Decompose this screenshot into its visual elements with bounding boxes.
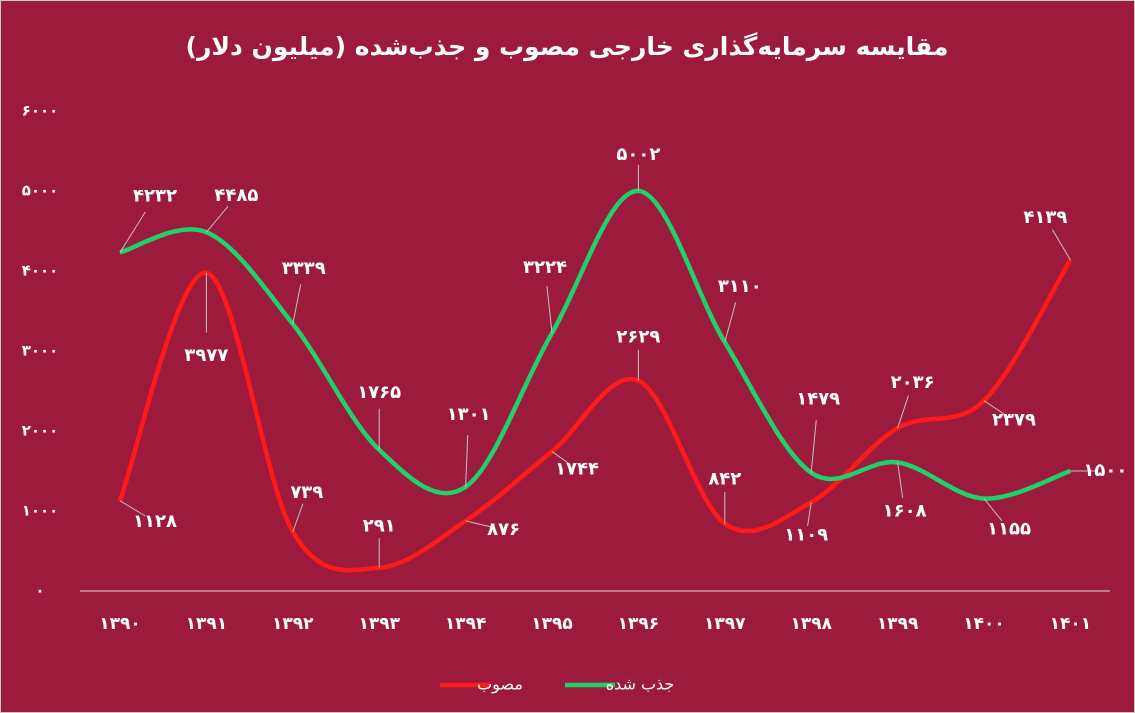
- y-tick-label: ۲۰۰۰: [22, 422, 59, 440]
- legend-label: جذب شده: [606, 675, 675, 694]
- leader-line: [292, 284, 302, 324]
- x-tick-label: ۱۳۹۶: [618, 614, 660, 634]
- data-label: ۸۴۲: [708, 469, 741, 490]
- x-tick-label: ۱۳۹۴: [445, 614, 487, 634]
- data-label: ۲۹۱: [363, 516, 396, 537]
- data-label: ۴۱۳۹: [1023, 207, 1067, 228]
- data-label: ۴۴۸۵: [214, 185, 258, 206]
- leader-line: [810, 420, 817, 473]
- data-label: ۱۴۷۹: [796, 389, 840, 410]
- data-label: ۲۰۳۶: [891, 372, 935, 393]
- leader-line: [983, 400, 1006, 416]
- leader-line: [292, 503, 304, 533]
- data-label: ۳۱۱۰: [718, 276, 762, 297]
- leader-line: [119, 211, 146, 253]
- x-tick-label: ۱۳۹۲: [272, 614, 314, 634]
- data-label: ۱۱۲۸: [133, 511, 177, 532]
- x-tick-label: ۱۴۰۰: [963, 614, 1005, 634]
- leader-line: [206, 205, 229, 233]
- data-label: ۱۱۰۹: [784, 524, 828, 545]
- x-tick-label: ۱۴۰۱: [1050, 614, 1092, 634]
- x-tick-label: ۱۳۹۱: [186, 614, 228, 634]
- data-label: ۱۱۵۵: [987, 519, 1031, 540]
- leader-line: [1051, 229, 1071, 261]
- y-tick-label: ۵۰۰۰: [22, 182, 59, 200]
- leader-line: [983, 498, 1003, 522]
- leader-line: [119, 500, 146, 517]
- y-tick-label: ۰: [35, 582, 44, 600]
- data-label: ۳۹۷۷: [184, 345, 228, 366]
- data-label: ۴۲۳۲: [133, 185, 177, 206]
- x-tick-label: ۱۳۹۹: [877, 614, 919, 634]
- leader-line: [897, 462, 904, 498]
- chart-title: مقایسه سرمایه‌گذاری خارجی مصوب و جذب‌شده…: [186, 32, 949, 62]
- y-tick-label: ۴۰۰۰: [22, 262, 59, 280]
- y-tick-label: ۱۰۰۰: [22, 502, 59, 520]
- data-label: ۲۳۷۹: [992, 410, 1036, 431]
- data-label: ۳۲۲۴: [523, 257, 567, 278]
- x-tick-label: ۱۳۹۷: [704, 614, 746, 634]
- data-label: ۱۷۶۵: [357, 382, 401, 403]
- data-label: ۳۳۳۹: [282, 258, 326, 279]
- x-tick-label: ۱۳۹۳: [358, 614, 400, 634]
- leader-line: [465, 435, 469, 487]
- leader-line: [551, 451, 571, 465]
- x-tick-label: ۱۳۹۵: [531, 614, 573, 634]
- y-tick-label: ۶۰۰۰: [22, 102, 59, 120]
- leader-line: [465, 520, 494, 528]
- data-label: ۸۷۶: [487, 519, 520, 540]
- data-label: ۲۶۲۹: [616, 327, 660, 348]
- data-label: ۵۰۰۲: [616, 144, 660, 165]
- data-label: ۷۳۹: [290, 482, 323, 503]
- legend-label: مصوب: [477, 675, 523, 695]
- leader-line: [546, 286, 553, 334]
- data-label: ۱۷۴۴: [555, 458, 599, 479]
- data-label: ۱۵۰۰: [1083, 460, 1127, 481]
- x-tick-label: ۱۳۹۸: [790, 614, 832, 634]
- y-tick-label: ۳۰۰۰: [22, 342, 59, 360]
- data-label: ۱۶۰۸: [883, 500, 927, 521]
- leader-line: [897, 395, 909, 429]
- leader-line: [807, 502, 812, 527]
- data-label: ۱۳۰۱: [447, 404, 491, 425]
- x-tick-label: ۱۳۹۰: [99, 614, 141, 634]
- leader-line: [724, 302, 737, 343]
